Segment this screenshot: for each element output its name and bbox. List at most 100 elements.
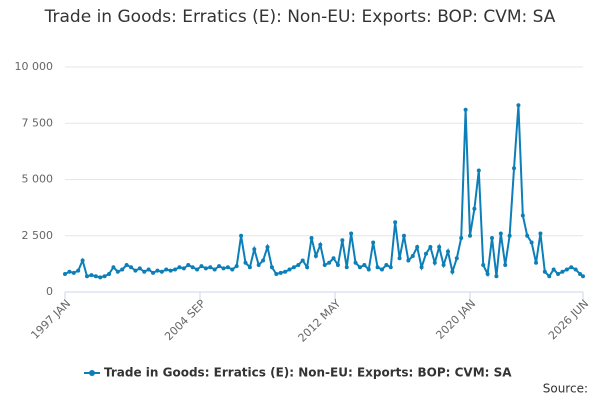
point (529, 240, 534, 245)
point (287, 267, 292, 272)
point (177, 265, 182, 270)
point (129, 265, 134, 270)
y-tick-label: 10 000 (15, 60, 54, 73)
point (445, 249, 450, 254)
point (283, 269, 288, 274)
point (291, 265, 296, 270)
point (173, 267, 178, 272)
x-tick-label: 1997 JAN (28, 297, 73, 342)
point (450, 269, 455, 274)
point (384, 263, 389, 267)
legend-label: Trade in Goods: Erratics (E): Non-EU: Ex… (104, 366, 512, 380)
point (525, 233, 530, 238)
x-tick-label: 2026 JUN (546, 297, 591, 342)
point (142, 269, 147, 274)
point (423, 251, 428, 256)
point (168, 268, 173, 273)
point (63, 272, 67, 276)
point (181, 266, 186, 271)
point (146, 267, 151, 272)
point (406, 258, 411, 263)
point (542, 269, 547, 274)
point (397, 256, 402, 261)
point (212, 267, 217, 272)
point (410, 254, 415, 258)
point (133, 268, 138, 273)
point (573, 267, 578, 272)
point (379, 267, 384, 272)
point (217, 264, 222, 269)
series-line (64, 105, 584, 279)
point (313, 254, 318, 258)
point (120, 267, 125, 272)
point (190, 265, 195, 270)
point (256, 263, 261, 267)
point (388, 265, 393, 270)
point (454, 256, 459, 261)
point (159, 269, 164, 274)
point (507, 233, 512, 238)
point (335, 263, 340, 267)
point (155, 268, 160, 273)
y-tick-label: 5 000 (22, 173, 54, 186)
point (419, 265, 424, 270)
point (428, 245, 433, 249)
point (569, 265, 574, 270)
point (362, 263, 367, 267)
point (459, 236, 464, 240)
point (318, 242, 323, 247)
point (124, 263, 129, 267)
y-tick-label: 0 (46, 285, 53, 298)
point (305, 265, 310, 270)
point (76, 268, 81, 273)
point (485, 272, 490, 276)
point (203, 266, 208, 271)
point (340, 238, 345, 243)
point (581, 274, 585, 279)
point (366, 267, 371, 272)
point (278, 270, 283, 275)
point (415, 245, 420, 249)
point (481, 263, 486, 267)
chart-title: Trade in Goods: Erratics (E): Non-EU: Ex… (44, 7, 556, 27)
point (556, 272, 561, 276)
point (534, 260, 539, 265)
point (234, 264, 239, 269)
point (520, 213, 525, 218)
legend-marker (89, 370, 95, 376)
x-tick-label: 2004 SEP (162, 297, 208, 343)
point (357, 265, 362, 270)
point (503, 263, 508, 267)
point (375, 265, 380, 270)
point (494, 274, 499, 279)
point (393, 220, 398, 225)
point (296, 263, 301, 267)
point (265, 245, 270, 249)
point (547, 274, 552, 279)
point (344, 265, 349, 270)
x-tick-label: 2020 JAN (433, 297, 478, 342)
point (89, 273, 94, 278)
point (137, 266, 142, 271)
point (71, 270, 76, 275)
point (331, 256, 336, 261)
point (199, 264, 204, 269)
point (225, 265, 230, 270)
point (67, 269, 72, 274)
point (322, 263, 327, 267)
point (538, 231, 543, 236)
x-tick-label: 2012 MAY (296, 297, 344, 345)
point (107, 272, 112, 276)
point (353, 260, 358, 265)
y-tick-label: 7 500 (22, 116, 54, 129)
point (476, 168, 481, 173)
point (164, 267, 169, 272)
point (221, 266, 226, 271)
point (490, 236, 495, 240)
point (300, 258, 305, 263)
point (195, 267, 200, 272)
point (186, 263, 191, 267)
point (560, 269, 565, 274)
